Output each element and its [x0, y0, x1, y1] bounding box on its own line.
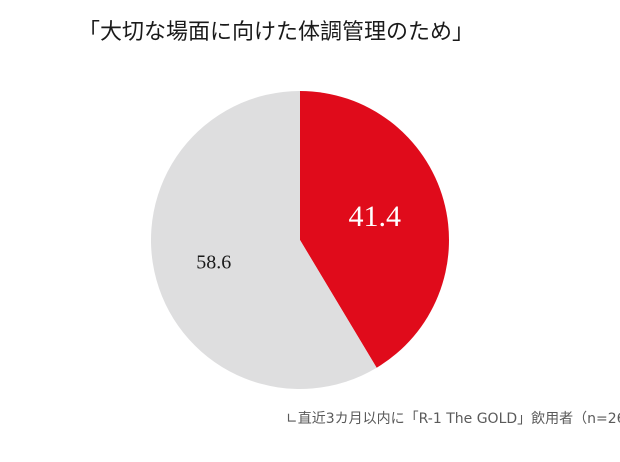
pie-value-label: 41.4 — [348, 200, 401, 233]
footnote: ∟直近3カ月以内に「R-1 The GOLD」飲用者（n=266） — [286, 411, 620, 427]
chart-title: 「大切な場面に向けた体調管理のため」 — [78, 20, 475, 45]
pie-slices — [150, 91, 449, 389]
pie-value-labels: 41.4 58.6 — [196, 200, 401, 273]
pie-slice-red — [300, 91, 449, 368]
pie-value-label: 58.6 — [196, 251, 231, 273]
pie-slice-gray — [150, 91, 377, 389]
